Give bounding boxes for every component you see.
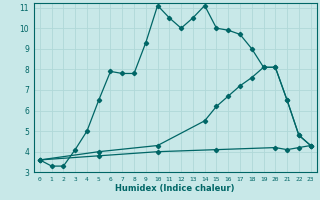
X-axis label: Humidex (Indice chaleur): Humidex (Indice chaleur) [116,184,235,193]
